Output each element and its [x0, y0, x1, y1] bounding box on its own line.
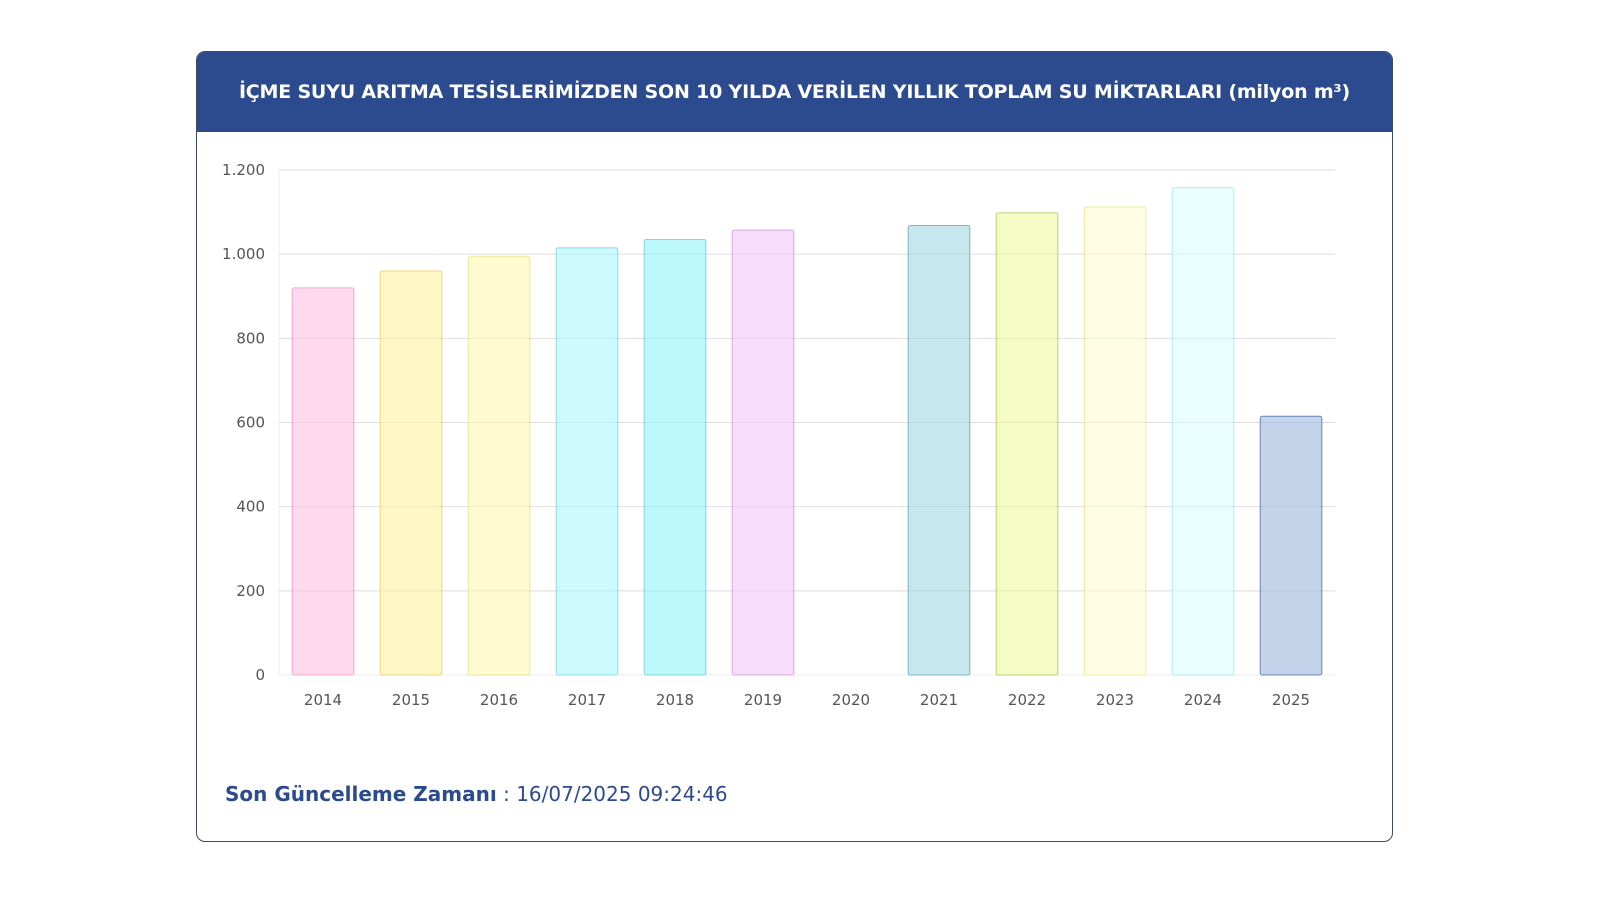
bar-2019: [731, 229, 795, 676]
y-tick-label: 400: [236, 498, 265, 516]
x-tick-label: 2021: [920, 691, 958, 709]
bar-2014: [291, 287, 355, 676]
x-tick-label: 2016: [480, 691, 518, 709]
bar-2018: [643, 238, 707, 676]
chart-title: İÇME SUYU ARITMA TESİSLERİMİZDEN SON 10 …: [197, 52, 1392, 132]
y-tick-label: 1.000: [222, 245, 265, 263]
y-tick-label: 600: [236, 414, 265, 432]
x-tick-label: 2024: [1184, 691, 1222, 709]
last-update: Son Güncelleme Zamanı : 16/07/2025 09:24…: [225, 782, 728, 806]
last-update-label: Son Güncelleme Zamanı: [225, 782, 497, 806]
x-tick-label: 2017: [568, 691, 606, 709]
bar-2024: [1171, 187, 1235, 676]
x-tick-label: 2022: [1008, 691, 1046, 709]
y-tick-label: 1.200: [222, 161, 265, 179]
bar-2016: [467, 255, 531, 676]
y-tick-label: 0: [255, 666, 265, 684]
chart-card: İÇME SUYU ARITMA TESİSLERİMİZDEN SON 10 …: [196, 51, 1393, 842]
x-tick-label: 2015: [392, 691, 430, 709]
x-tick-label: 2023: [1096, 691, 1134, 709]
bar-2017: [555, 247, 619, 676]
y-tick-label: 800: [236, 329, 265, 347]
last-update-separator: :: [496, 782, 517, 806]
bar-2021: [907, 225, 971, 676]
chart-area: 0 200 400 600 800 1.000 1.200 2014 2015 2016 2017 2…: [197, 132, 1391, 732]
x-tick-label: 2025: [1272, 691, 1310, 709]
bar-2022: [995, 212, 1059, 676]
bar-chart: 0 200 400 600 800 1.000 1.200 2014 2015 2016 2017 2…: [222, 161, 1335, 709]
x-tick-label: 2019: [744, 691, 782, 709]
bar-2023: [1083, 206, 1147, 676]
last-update-value: 16/07/2025 09:24:46: [516, 782, 728, 806]
x-tick-label: 2014: [304, 691, 342, 709]
bar-2015: [379, 270, 443, 676]
x-tick-label: 2018: [656, 691, 694, 709]
bar-2025: [1259, 415, 1323, 676]
y-tick-label: 200: [236, 582, 265, 600]
x-tick-label: 2020: [832, 691, 870, 709]
